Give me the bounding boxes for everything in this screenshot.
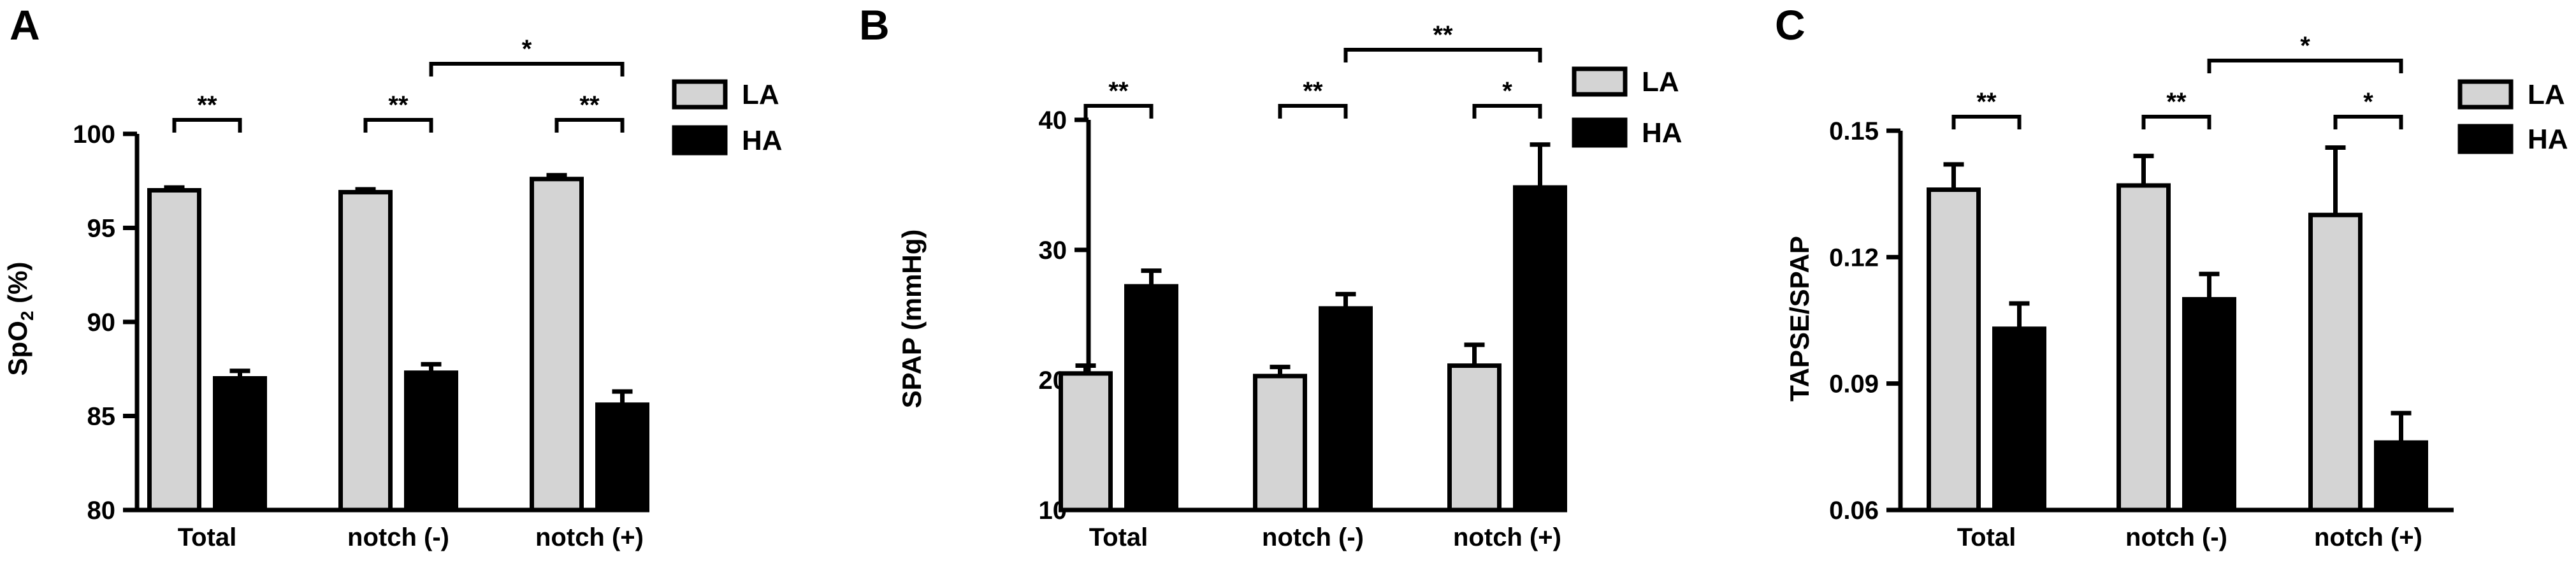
significance-bracket bbox=[429, 62, 625, 76]
significance-bracket bbox=[554, 118, 625, 133]
y-tick-label: 95 bbox=[87, 215, 116, 243]
significance-label: * bbox=[1502, 77, 1512, 105]
category-label: Total bbox=[1089, 523, 1148, 551]
y-tick-label: 0.06 bbox=[1829, 497, 1879, 525]
bar-ha bbox=[1992, 326, 2046, 513]
y-axis-title: SPAP (mmHg) bbox=[897, 229, 927, 409]
y-axis-title: TAPSE/SPAP bbox=[1784, 236, 1814, 402]
category-label: notch (+) bbox=[1453, 523, 1561, 551]
panel-label: C bbox=[1775, 1, 1805, 48]
significance-label: ** bbox=[1108, 77, 1129, 105]
bar-ha bbox=[1513, 185, 1567, 513]
y-tick-label: 90 bbox=[87, 309, 116, 337]
y-tick-label: 40 bbox=[1039, 106, 1067, 135]
category-label: notch (-) bbox=[1262, 523, 1364, 551]
bar-ha bbox=[1124, 284, 1178, 513]
bar-ha bbox=[2374, 440, 2428, 513]
significance-bracket bbox=[2333, 115, 2403, 129]
bar-la bbox=[1927, 187, 1981, 513]
significance-label: ** bbox=[1303, 77, 1323, 105]
legend-swatch-la bbox=[672, 79, 728, 110]
y-axis-title: SpO2 (%) bbox=[3, 262, 37, 376]
significance-label: * bbox=[2300, 32, 2310, 60]
bar-ha bbox=[2182, 296, 2236, 513]
y-tick-label: 0.09 bbox=[1829, 370, 1879, 398]
category-label: notch (+) bbox=[535, 523, 644, 551]
bar-ha bbox=[595, 402, 649, 513]
bar-ha bbox=[404, 370, 458, 513]
panel-label: A bbox=[10, 1, 40, 48]
significance-bracket bbox=[1472, 104, 1542, 119]
significance-bracket bbox=[1951, 115, 2022, 129]
bar-la bbox=[530, 177, 584, 513]
bar-la bbox=[1447, 363, 1501, 513]
legend-label: HA bbox=[742, 125, 783, 156]
significance-bracket bbox=[1278, 104, 1348, 119]
category-label: notch (+) bbox=[2314, 523, 2422, 551]
significance-label: ** bbox=[388, 91, 409, 119]
y-tick-label: 0.12 bbox=[1829, 244, 1879, 272]
significance-bracket bbox=[172, 118, 242, 133]
bar-la bbox=[2117, 183, 2171, 513]
legend-swatch-la bbox=[2457, 79, 2514, 110]
legend-label: HA bbox=[1642, 117, 1682, 149]
bar-la bbox=[1253, 374, 1307, 513]
y-tick-label: 0.15 bbox=[1829, 117, 1879, 145]
y-tick-label: 85 bbox=[87, 403, 116, 431]
category-label: Total bbox=[178, 523, 237, 551]
legend-swatch-ha bbox=[1572, 117, 1628, 148]
legend-swatch-la bbox=[1572, 66, 1628, 97]
bar-la bbox=[1059, 371, 1113, 513]
legend-swatch-ha bbox=[672, 125, 728, 156]
significance-label: * bbox=[2363, 88, 2373, 116]
y-tick-label: 100 bbox=[73, 120, 115, 149]
legend-label: LA bbox=[742, 79, 779, 110]
significance-bracket bbox=[2207, 59, 2403, 73]
significance-label: ** bbox=[197, 91, 217, 119]
y-tick-label: 80 bbox=[87, 497, 116, 525]
legend-label: LA bbox=[1642, 66, 1679, 98]
significance-bracket bbox=[1083, 104, 1154, 119]
bar-la bbox=[2308, 212, 2363, 513]
category-label: Total bbox=[1957, 523, 2016, 551]
legend-label: HA bbox=[2528, 124, 2568, 155]
legend-label: LA bbox=[2528, 79, 2565, 110]
significance-label: ** bbox=[1433, 21, 1453, 49]
bar-la bbox=[338, 189, 393, 513]
significance-bracket bbox=[363, 118, 433, 133]
panel-c: C 0.06 0.09 0.12 0.15 TAPSE/SPAP Total notch (-… bbox=[1775, 1, 2568, 551]
bar-ha bbox=[1319, 306, 1373, 513]
category-label: notch (-) bbox=[347, 523, 449, 551]
category-label: notch (-) bbox=[2125, 523, 2227, 551]
panel-label: B bbox=[859, 1, 890, 48]
significance-bracket bbox=[1343, 48, 1542, 62]
y-tick-label: 30 bbox=[1039, 237, 1067, 265]
significance-label: ** bbox=[2166, 88, 2187, 116]
significance-label: ** bbox=[579, 91, 600, 119]
significance-label: * bbox=[522, 35, 532, 63]
significance-bracket bbox=[2141, 115, 2211, 129]
bar-la bbox=[147, 188, 201, 513]
panel-a: A 80 85 90 95 100 SpO2 (%) Total notch (-) notch … bbox=[3, 1, 783, 551]
significance-label: ** bbox=[1976, 88, 1997, 116]
legend-swatch-ha bbox=[2457, 124, 2514, 154]
bar-ha bbox=[213, 376, 267, 513]
